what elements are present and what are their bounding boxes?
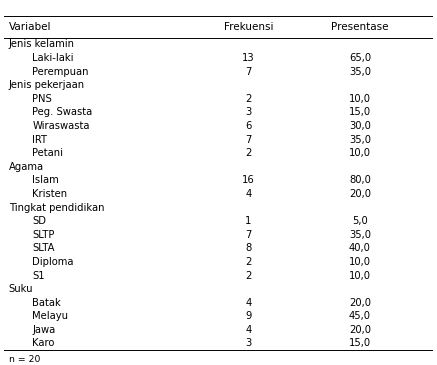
Text: 9: 9 [245,311,252,321]
Text: Kristen: Kristen [32,189,67,199]
Text: Presentase: Presentase [331,22,388,32]
Text: Jenis kelamin: Jenis kelamin [9,39,75,49]
Text: Batak: Batak [32,298,61,308]
Text: Frekuensi: Frekuensi [224,22,273,32]
Text: 4: 4 [245,325,252,335]
Text: Melayu: Melayu [32,311,68,321]
Text: SLTP: SLTP [32,230,55,240]
Text: 2: 2 [245,94,252,104]
Text: 2: 2 [245,148,252,158]
Text: 40,0: 40,0 [349,243,371,253]
Text: Laki-laki: Laki-laki [32,53,74,63]
Text: 20,0: 20,0 [349,325,371,335]
Text: 45,0: 45,0 [349,311,371,321]
Text: 35,0: 35,0 [349,230,371,240]
Text: Karo: Karo [32,338,55,349]
Text: 10,0: 10,0 [349,94,371,104]
Text: 3: 3 [245,107,252,118]
Text: 2: 2 [245,257,252,267]
Text: 10,0: 10,0 [349,270,371,280]
Text: 80,0: 80,0 [349,175,371,185]
Text: Perempuan: Perempuan [32,67,89,77]
Text: Jawa: Jawa [32,325,55,335]
Text: 10,0: 10,0 [349,148,371,158]
Text: 20,0: 20,0 [349,298,371,308]
Text: 10,0: 10,0 [349,257,371,267]
Text: Petani: Petani [32,148,63,158]
Text: 13: 13 [242,53,255,63]
Text: Wiraswasta: Wiraswasta [32,121,90,131]
Text: 1: 1 [245,216,252,226]
Text: 2: 2 [245,270,252,280]
Text: n = 20: n = 20 [9,355,40,364]
Text: 7: 7 [245,135,252,145]
Text: 65,0: 65,0 [349,53,371,63]
Text: Diploma: Diploma [32,257,74,267]
Text: 30,0: 30,0 [349,121,371,131]
Text: 35,0: 35,0 [349,67,371,77]
Text: Jenis pekerjaan: Jenis pekerjaan [9,80,85,90]
Text: 7: 7 [245,67,252,77]
Text: SD: SD [32,216,46,226]
Text: 8: 8 [245,243,252,253]
Text: Tingkat pendidikan: Tingkat pendidikan [9,203,104,212]
Text: 4: 4 [245,298,252,308]
Text: 6: 6 [245,121,252,131]
Text: 35,0: 35,0 [349,135,371,145]
Text: 7: 7 [245,230,252,240]
Text: Peg. Swasta: Peg. Swasta [32,107,93,118]
Text: Variabel: Variabel [9,22,51,32]
Text: 15,0: 15,0 [349,338,371,349]
Text: Suku: Suku [9,284,33,294]
Text: 5,0: 5,0 [352,216,368,226]
Text: PNS: PNS [32,94,52,104]
Text: 3: 3 [245,338,252,349]
Text: IRT: IRT [32,135,47,145]
Text: Agama: Agama [9,162,44,172]
Text: S1: S1 [32,270,45,280]
Text: 16: 16 [242,175,255,185]
Text: Islam: Islam [32,175,59,185]
Text: 20,0: 20,0 [349,189,371,199]
Text: 4: 4 [245,189,252,199]
Text: SLTA: SLTA [32,243,55,253]
Text: 15,0: 15,0 [349,107,371,118]
